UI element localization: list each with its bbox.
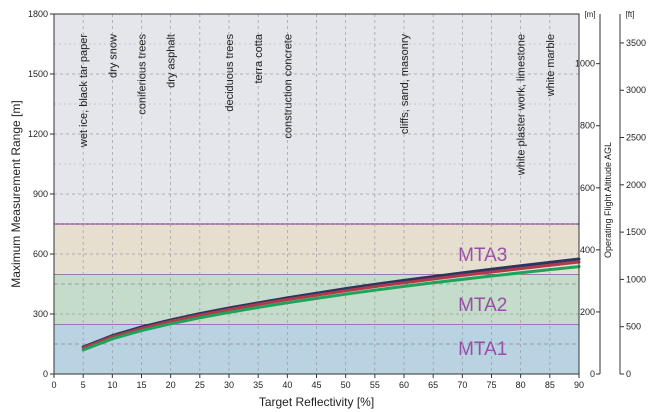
x-tick-label: 5 <box>81 380 86 390</box>
material-labels: wet ice, black tar paper dry snow coniferi… <box>78 33 557 176</box>
y2-unit-label: [m] <box>584 10 595 19</box>
series-lines <box>81 257 581 352</box>
y2-tick-label: 0 <box>590 369 595 379</box>
axes: 0 5 10 15 20 25 30 35 40 45 50 55 60 65 70 75 80 85 900300… <box>28 9 646 390</box>
material-label: dry asphalt <box>166 34 178 88</box>
y-tick-label: 900 <box>33 189 48 199</box>
x-tick-label: 0 <box>51 380 56 390</box>
x-tick-label: 90 <box>574 380 584 390</box>
x-tick-label: 40 <box>282 380 292 390</box>
y3-tick-label: 0 <box>626 369 631 379</box>
series-line <box>81 260 581 350</box>
material-label: dry snow <box>107 34 119 78</box>
y-tick-label: 1200 <box>28 129 48 139</box>
x-tick-label: 80 <box>516 380 526 390</box>
y3-tick-label: 2000 <box>626 180 646 190</box>
series-line <box>81 265 581 352</box>
y2-axis-label: Operating Flight Altitude AGL <box>603 142 613 258</box>
y-tick-label: 1500 <box>28 69 48 79</box>
y-tick-label: 0 <box>43 369 48 379</box>
material-label: wet ice, black tar paper <box>78 34 90 148</box>
y3-tick-label: 1500 <box>626 227 646 237</box>
x-tick-label: 65 <box>428 380 438 390</box>
x-tick-label: 25 <box>195 380 205 390</box>
material-label: cliffs, sand, masonry <box>399 34 411 135</box>
x-tick-label: 70 <box>457 380 467 390</box>
x-tick-label: 60 <box>399 380 409 390</box>
x-tick-label: 10 <box>107 380 117 390</box>
y2-tick-label: 600 <box>580 183 595 193</box>
x-tick-label: 85 <box>545 380 555 390</box>
y2-tick-label: 800 <box>580 121 595 131</box>
zone-label: MTA2 <box>458 295 507 316</box>
y3-tick-label: 500 <box>626 322 641 332</box>
y2-tick-label: 1000 <box>575 59 595 69</box>
grid-lines <box>54 14 579 374</box>
y-tick-label: 300 <box>33 309 48 319</box>
material-label: white marble <box>545 34 557 97</box>
y2-tick-label: 200 <box>580 307 595 317</box>
y3-tick-label: 3500 <box>626 38 646 48</box>
zone-label: MTA3 <box>458 245 507 266</box>
y3-tick-label: 3000 <box>626 85 646 95</box>
material-label: white plaster work, limestone <box>516 34 528 176</box>
y-tick-label: 600 <box>33 249 48 259</box>
y2-tick-label: 400 <box>580 245 595 255</box>
material-label: coniferious trees <box>137 34 149 115</box>
y3-unit-label: [ft] <box>626 10 635 19</box>
x-tick-label: 55 <box>370 380 380 390</box>
material-label: terra cotta <box>253 33 265 83</box>
y3-tick-label: 2500 <box>626 133 646 143</box>
x-tick-label: 75 <box>486 380 496 390</box>
y-axis-label: Maximum Measurement Range [m] <box>9 100 23 287</box>
x-tick-label: 15 <box>136 380 146 390</box>
zone-label: MTA1 <box>458 339 507 360</box>
x-axis-label: Target Reflectivity [%] <box>259 395 374 409</box>
x-tick-label: 45 <box>311 380 321 390</box>
y-tick-label: 1800 <box>28 9 48 19</box>
material-label: construction concrete <box>282 34 294 139</box>
x-tick-label: 20 <box>166 380 176 390</box>
material-label: deciduous trees <box>224 34 236 112</box>
x-tick-label: 35 <box>253 380 263 390</box>
y3-tick-label: 1000 <box>626 274 646 284</box>
x-tick-label: 50 <box>341 380 351 390</box>
x-tick-label: 30 <box>224 380 234 390</box>
